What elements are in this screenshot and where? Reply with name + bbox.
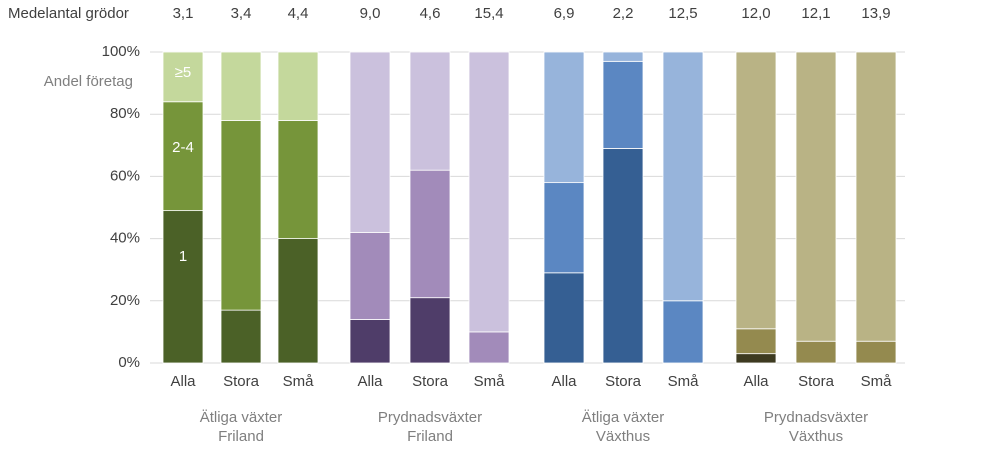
y-tick-label: 60% bbox=[110, 167, 140, 184]
y-axis-label: Andel företag bbox=[44, 73, 133, 90]
mean-value: 3,1 bbox=[173, 5, 194, 22]
group-label: Växthus bbox=[789, 428, 843, 445]
bar-segment bbox=[220, 309, 262, 364]
bar-segment bbox=[543, 51, 585, 184]
bar-segment bbox=[220, 51, 262, 121]
bar-segment bbox=[602, 60, 644, 149]
bar-segment bbox=[409, 51, 451, 171]
mean-value: 2,2 bbox=[613, 5, 634, 22]
y-tick-label: 100% bbox=[102, 43, 140, 60]
bar-segment bbox=[855, 51, 897, 342]
bar-segment bbox=[795, 51, 837, 342]
bar-segment bbox=[409, 297, 451, 364]
x-tick-label: Små bbox=[668, 373, 700, 390]
mean-value: 9,0 bbox=[360, 5, 381, 22]
x-tick-label: Stora bbox=[605, 373, 642, 390]
bar-segment bbox=[349, 319, 391, 364]
bar-segment bbox=[277, 51, 319, 121]
y-tick-label: 0% bbox=[118, 354, 140, 371]
bar-segment bbox=[543, 272, 585, 364]
mean-value: 3,4 bbox=[231, 5, 252, 22]
bar-segment bbox=[662, 51, 704, 302]
bar-segment bbox=[662, 300, 704, 364]
bar-segment bbox=[277, 238, 319, 364]
x-tick-label: Alla bbox=[743, 373, 769, 390]
y-tick-label: 80% bbox=[110, 105, 140, 122]
bar-segment bbox=[162, 101, 204, 212]
bar-segment bbox=[735, 328, 777, 355]
y-tick-label: 20% bbox=[110, 292, 140, 309]
bar-segment bbox=[602, 148, 644, 364]
bar-segment bbox=[277, 120, 319, 239]
bar-segment bbox=[409, 169, 451, 299]
mean-value: 12,1 bbox=[801, 5, 830, 22]
group-label: Växthus bbox=[596, 428, 650, 445]
mean-value: 4,6 bbox=[420, 5, 441, 22]
row-label: Medelantal grödor bbox=[8, 5, 129, 22]
bar-segment bbox=[855, 340, 897, 364]
segment-label: 2-4 bbox=[172, 139, 194, 156]
bar-segment bbox=[220, 120, 262, 311]
x-tick-label: Små bbox=[861, 373, 893, 390]
x-tick-label: Små bbox=[283, 373, 315, 390]
segment-label: ≥5 bbox=[175, 64, 192, 81]
mean-value: 13,9 bbox=[861, 5, 890, 22]
mean-value: 12,0 bbox=[741, 5, 770, 22]
bar-segment bbox=[543, 182, 585, 274]
bar-segment bbox=[468, 51, 510, 333]
x-tick-label: Stora bbox=[223, 373, 260, 390]
x-tick-label: Stora bbox=[798, 373, 835, 390]
group-label: Prydnadsväxter bbox=[378, 409, 482, 426]
bar-segment bbox=[349, 51, 391, 233]
x-tick-label: Stora bbox=[412, 373, 449, 390]
group-label: Ätliga växter bbox=[582, 409, 665, 426]
mean-value: 12,5 bbox=[668, 5, 697, 22]
bar-segment bbox=[795, 340, 837, 364]
mean-value: 15,4 bbox=[474, 5, 503, 22]
mean-value: 4,4 bbox=[288, 5, 309, 22]
segment-label: 1 bbox=[179, 248, 187, 265]
group-label: Prydnadsväxter bbox=[764, 409, 868, 426]
bar-segment bbox=[468, 331, 510, 364]
bar-segment bbox=[735, 353, 777, 364]
group-label: Friland bbox=[218, 428, 264, 445]
x-tick-label: Alla bbox=[551, 373, 577, 390]
bar-segment bbox=[162, 210, 204, 364]
bar-segment bbox=[735, 51, 777, 330]
group-label: Ätliga växter bbox=[200, 409, 283, 426]
bar-segment bbox=[349, 231, 391, 320]
mean-value: 6,9 bbox=[554, 5, 575, 22]
group-label: Friland bbox=[407, 428, 453, 445]
bar-segment bbox=[602, 51, 644, 62]
y-tick-label: 40% bbox=[110, 230, 140, 247]
x-tick-label: Alla bbox=[170, 373, 196, 390]
x-tick-label: Små bbox=[474, 373, 506, 390]
bar-segment bbox=[162, 51, 204, 103]
x-tick-label: Alla bbox=[357, 373, 383, 390]
